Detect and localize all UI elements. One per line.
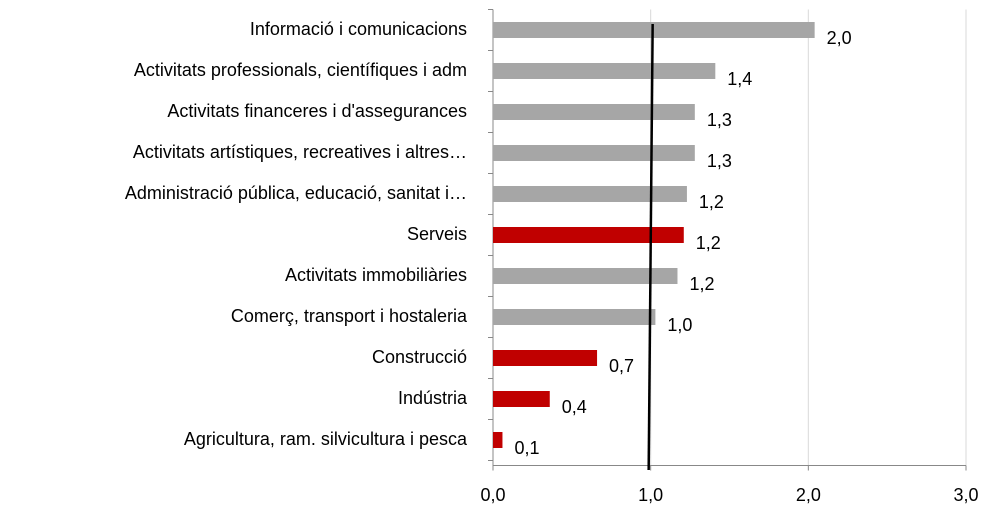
value-label: 1,2 [696,233,721,253]
y-tick-label: Activitats professionals, científiques i… [134,60,467,80]
value-label: 0,4 [562,397,587,417]
bar [493,186,687,202]
value-label: 1,2 [699,192,724,212]
value-label: 1,3 [707,151,732,171]
value-label: 1,4 [727,69,752,89]
bar [493,350,598,366]
bar [493,309,656,325]
bar [493,227,684,243]
y-tick-label: Informació i comunicacions [250,19,467,39]
x-tick-label: 0,0 [480,485,505,505]
y-tick-label: Indústria [398,388,468,408]
reference-line [647,23,654,471]
y-tick-label: Construcció [372,347,467,367]
value-label: 0,7 [609,356,634,376]
bar [493,268,678,284]
bar [493,432,503,448]
x-tick-label: 2,0 [796,485,821,505]
value-label: 1,0 [667,315,692,335]
value-label: 0,1 [514,438,539,458]
value-label: 1,2 [689,274,714,294]
x-tick-label: 1,0 [638,485,663,505]
bar [493,63,716,79]
y-tick-label: Activitats artístiques, recreatives i al… [133,142,467,162]
y-tick-label: Activitats immobiliàries [285,265,467,285]
bar [493,104,695,120]
value-label: 1,3 [707,110,732,130]
y-tick-label: Comerç, transport i hostaleria [231,306,468,326]
bar [493,391,550,407]
y-tick-label: Administració pública, educació, sanitat… [125,183,467,203]
value-label: 2,0 [827,28,852,48]
y-tick-label: Activitats financeres i d'assegurances [167,101,467,121]
y-tick-label: Agricultura, ram. silvicultura i pesca [184,429,468,449]
y-tick-label: Serveis [407,224,467,244]
bar [493,145,695,161]
x-tick-label: 3,0 [953,485,978,505]
